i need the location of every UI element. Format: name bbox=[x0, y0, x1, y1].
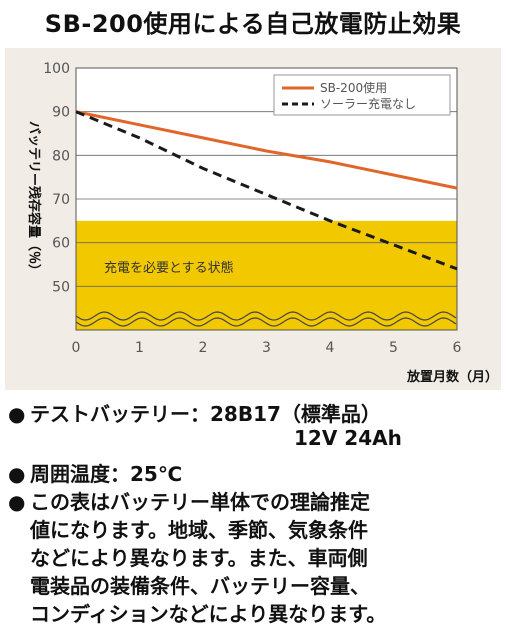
disclaimer-line: 値になります。地域、季節、気象条件 bbox=[30, 518, 368, 542]
series-line-0 bbox=[75, 110, 458, 190]
y-tick-label: 80 bbox=[52, 148, 70, 164]
bullet-icon: ● bbox=[8, 462, 26, 486]
zone-label: 充電を必要とする状態 bbox=[104, 260, 234, 276]
legend-label-1: ソーラー充電なし bbox=[320, 96, 416, 111]
x-tick-label: 2 bbox=[199, 340, 208, 356]
x-tick-label: 0 bbox=[72, 340, 81, 356]
battery-note: ● テストバッテリー：28B17（標準品） bbox=[8, 398, 381, 427]
y-tick-label: 100 bbox=[43, 61, 70, 77]
x-tick-label: 4 bbox=[326, 340, 335, 356]
y-tick-label: 90 bbox=[52, 105, 70, 121]
disclaimer-line: 電装品の装備条件、バッテリー容量、 bbox=[30, 574, 370, 598]
legend-label-0: SB-200使用 bbox=[320, 80, 387, 95]
y-tick-label: 50 bbox=[52, 279, 70, 295]
temperature-note: ● 周囲温度：25℃ bbox=[8, 458, 182, 487]
y-tick-label: 70 bbox=[52, 192, 70, 208]
disclaimer-line: コンディションなどにより異なります。 bbox=[30, 602, 387, 626]
disclaimer-line: などにより異なります。また、車両側 bbox=[30, 546, 368, 570]
line-chart: 充電を必要とする状態 50 60 70 80 90 100 0 1 2 3 4 5 6 放置月数（月） バッテ… bbox=[26, 61, 498, 385]
x-tick-label: 3 bbox=[262, 340, 271, 356]
x-tick-label: 6 bbox=[453, 340, 462, 356]
x-tick-label: 1 bbox=[135, 340, 144, 356]
temperature-text: 周囲温度：25℃ bbox=[30, 462, 183, 486]
battery-value-1: 28B17（標準品） bbox=[210, 402, 381, 426]
bullet-icon: ● bbox=[8, 490, 26, 514]
legend-box bbox=[273, 74, 451, 116]
bullet-icon: ● bbox=[8, 402, 26, 426]
battery-value-2: 12V 24Ah bbox=[294, 426, 402, 450]
x-tick-label: 5 bbox=[389, 340, 398, 356]
plot-frame bbox=[75, 67, 458, 331]
series-line-1 bbox=[75, 110, 458, 271]
chart-title: SB-200使用による自己放電防止効果 bbox=[44, 10, 462, 38]
axis-break-wave bbox=[75, 317, 457, 327]
axis-break-wave bbox=[75, 311, 457, 321]
x-axis-label: 放置月数（月） bbox=[406, 369, 498, 385]
battery-label: テストバッテリー： bbox=[30, 402, 210, 426]
disclaimer-line: ● この表はバッテリー単体での理論推定 bbox=[8, 490, 370, 514]
y-tick-label: 60 bbox=[52, 236, 70, 252]
y-axis-label: バッテリー残存容量（％） bbox=[26, 121, 42, 277]
